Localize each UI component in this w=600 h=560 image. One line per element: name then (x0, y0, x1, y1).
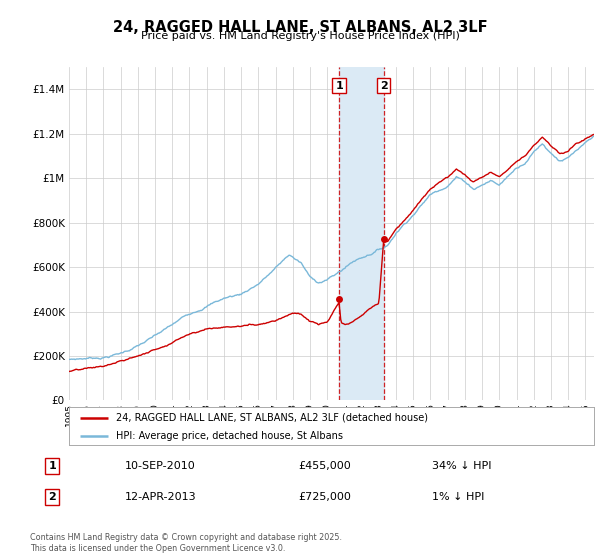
Text: HPI: Average price, detached house, St Albans: HPI: Average price, detached house, St A… (116, 431, 343, 441)
Text: 1: 1 (335, 81, 343, 91)
Text: 34% ↓ HPI: 34% ↓ HPI (432, 461, 491, 471)
Text: Contains HM Land Registry data © Crown copyright and database right 2025.
This d: Contains HM Land Registry data © Crown c… (30, 533, 342, 553)
Bar (339, 67, 383, 400)
Text: 24, RAGGED HALL LANE, ST ALBANS, AL2 3LF (detached house): 24, RAGGED HALL LANE, ST ALBANS, AL2 3LF… (116, 413, 428, 423)
Text: 1% ↓ HPI: 1% ↓ HPI (432, 492, 484, 502)
Text: 24, RAGGED HALL LANE, ST ALBANS, AL2 3LF: 24, RAGGED HALL LANE, ST ALBANS, AL2 3LF (113, 20, 487, 35)
Text: 12-APR-2013: 12-APR-2013 (125, 492, 196, 502)
Text: 2: 2 (49, 492, 56, 502)
Text: £725,000: £725,000 (298, 492, 351, 502)
Text: £455,000: £455,000 (298, 461, 350, 471)
Text: 10-SEP-2010: 10-SEP-2010 (125, 461, 196, 471)
Text: Price paid vs. HM Land Registry's House Price Index (HPI): Price paid vs. HM Land Registry's House … (140, 31, 460, 41)
Text: 1: 1 (49, 461, 56, 471)
Text: 2: 2 (380, 81, 388, 91)
